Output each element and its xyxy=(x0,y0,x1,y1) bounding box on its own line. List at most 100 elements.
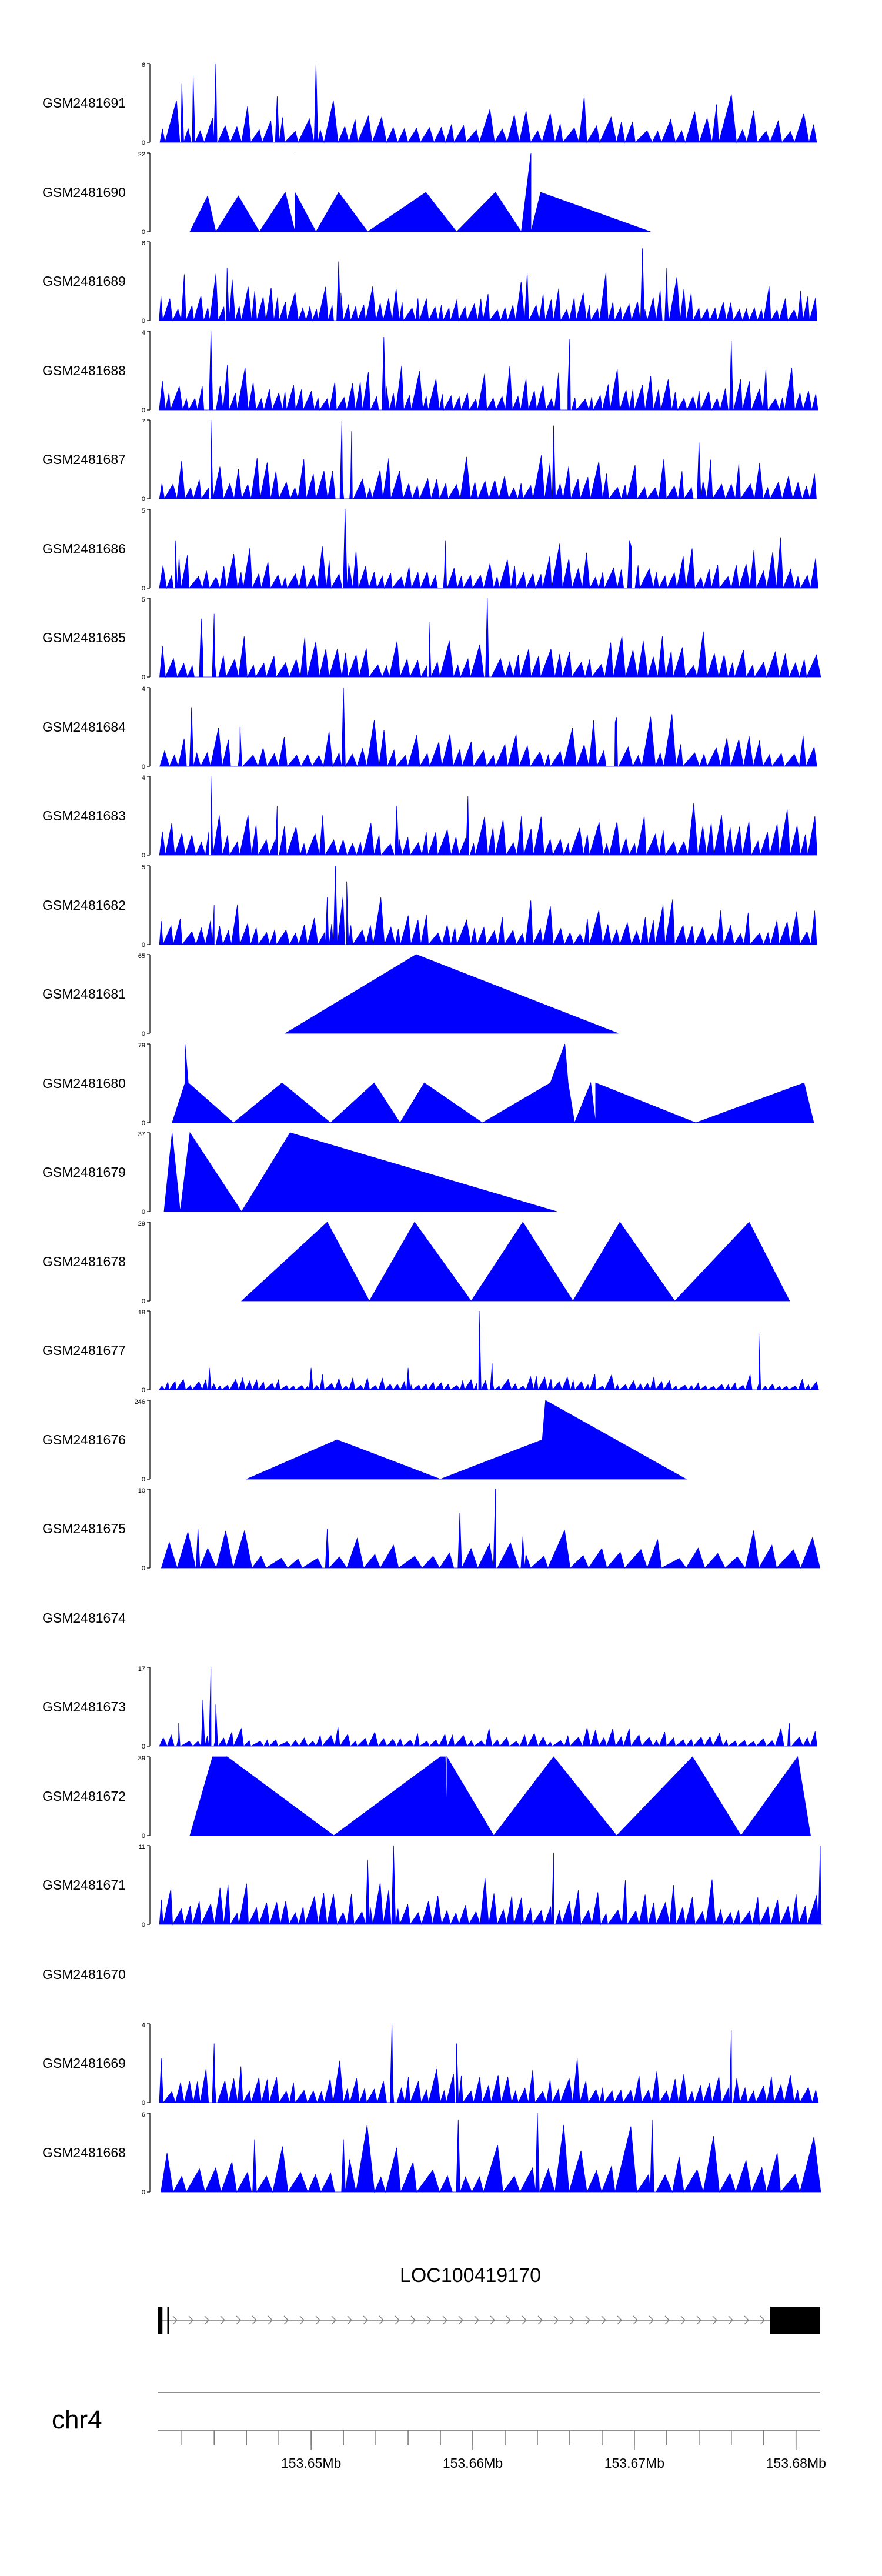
y-axis-max-label: 7 xyxy=(142,418,145,425)
strand-arrow xyxy=(236,2315,241,2325)
strand-arrow xyxy=(649,2315,654,2325)
coverage-area xyxy=(159,509,818,589)
track-label: GSM2481670 xyxy=(42,1966,126,1982)
strand-arrow xyxy=(490,2315,495,2325)
track-GSM2481674: GSM2481674 xyxy=(0,1579,882,1667)
y-axis-max-label: 4 xyxy=(142,775,145,782)
y-axis-min-label: 0 xyxy=(142,1565,145,1572)
track-label: GSM2481691 xyxy=(42,95,126,111)
strand-arrow xyxy=(283,2315,289,2325)
track-label: GSM2481685 xyxy=(42,630,126,645)
y-axis-max-label: 79 xyxy=(138,1042,145,1049)
track-GSM2481670: GSM2481670 xyxy=(0,1935,882,2023)
track-label: GSM2481668 xyxy=(42,2144,126,2160)
exon-block xyxy=(770,2307,820,2334)
track-GSM2481668: GSM2481668 6 0 xyxy=(0,2111,882,2201)
coverage-plot: 40 xyxy=(142,329,818,414)
y-axis-min-label: 0 xyxy=(142,1921,145,1928)
y-axis-max-label: 17 xyxy=(138,1666,145,1673)
y-axis-min-label: 0 xyxy=(142,1030,145,1037)
track-label: GSM2481671 xyxy=(42,1877,126,1893)
track-GSM2481691: GSM2481691 6 0 xyxy=(0,62,882,152)
track-label: GSM2481677 xyxy=(42,1343,126,1358)
track-label: GSM2481687 xyxy=(42,452,126,467)
track-GSM2481672: GSM2481672 39 0 xyxy=(0,1755,882,1845)
coverage-area xyxy=(159,248,818,322)
coverage-area xyxy=(159,865,817,946)
track-GSM2481669: GSM2481669 4 0 xyxy=(0,2022,882,2112)
coverage-plot: 79 0 xyxy=(138,1042,814,1127)
track-GSM2481689: GSM2481689 6 0 xyxy=(0,240,882,330)
y-axis-max-label: 39 xyxy=(138,1755,145,1762)
track-label: GSM2481682 xyxy=(42,897,126,913)
gene-name-label: LOC100419170 xyxy=(399,2264,542,2287)
strand-arrow xyxy=(442,2315,447,2325)
track-GSM2481675: GSM2481675 10 0 xyxy=(0,1487,882,1577)
coverage-plot: 70 xyxy=(142,418,817,503)
coverage-area xyxy=(159,1667,818,1747)
coverage-plot: 29 0 xyxy=(138,1220,790,1305)
strand-arrow xyxy=(696,2315,701,2325)
coverage-plot: 65 0 xyxy=(138,953,619,1037)
track-label: GSM2481684 xyxy=(42,719,126,735)
coverage-area xyxy=(159,598,821,678)
gene-model xyxy=(158,2307,820,2334)
coverage-plot: 10 0 xyxy=(138,1487,821,1572)
strand-arrow xyxy=(728,2315,733,2325)
coverage-area xyxy=(189,152,651,232)
coverage-plot: 22 0 xyxy=(138,151,651,236)
y-axis-min-label: 0 xyxy=(142,2100,145,2107)
track-label: GSM2481674 xyxy=(42,1610,126,1626)
track-GSM2481677: GSM2481677 18 0 xyxy=(0,1309,882,1399)
strand-arrow xyxy=(553,2315,559,2325)
strand-arrow xyxy=(585,2315,590,2325)
coverage-plot: 37 0 xyxy=(138,1131,557,1216)
strand-arrow xyxy=(458,2315,463,2325)
coverage-area xyxy=(159,2023,819,2104)
coverage-plot: 60 xyxy=(142,2111,821,2196)
strand-arrow xyxy=(379,2315,384,2325)
track-GSM2481685: GSM2481685 5 0 xyxy=(0,596,882,686)
strand-arrow xyxy=(760,2315,765,2325)
y-axis-max-label: 4 xyxy=(142,2022,145,2029)
strand-arrow xyxy=(633,2315,638,2325)
y-axis-max-label: 6 xyxy=(142,2111,145,2118)
track-GSM2481676: GSM2481676 246 0 xyxy=(0,1399,882,1489)
track-GSM2481673: GSM2481673 17 0 xyxy=(0,1666,882,1756)
strand-arrow xyxy=(347,2315,352,2325)
y-axis-max-label: 4 xyxy=(142,329,145,336)
track-GSM2481686: GSM2481686 5 0 xyxy=(0,508,882,598)
y-axis-min-label: 0 xyxy=(142,1743,145,1750)
track-label: GSM2481689 xyxy=(42,273,126,289)
strand-arrow xyxy=(252,2315,257,2325)
y-axis-max-label: 246 xyxy=(135,1399,145,1406)
y-axis-min-label: 0 xyxy=(142,585,145,592)
track-label: GSM2481675 xyxy=(42,1521,126,1536)
strand-arrow xyxy=(204,2315,209,2325)
coverage-area xyxy=(246,1399,687,1479)
y-axis-min-label: 0 xyxy=(142,1476,145,1483)
y-axis-max-label: 5 xyxy=(142,864,145,871)
track-GSM2481683: GSM2481683 4 0 xyxy=(0,775,882,865)
y-axis-min-label: 0 xyxy=(142,1833,145,1840)
y-axis-max-label: 6 xyxy=(142,62,145,69)
y-axis-max-label: 37 xyxy=(138,1131,145,1138)
coverage-area xyxy=(159,776,818,856)
track-label: GSM2481672 xyxy=(42,1788,126,1804)
track-GSM2481687: GSM2481687 7 0 xyxy=(0,418,882,508)
strand-arrow xyxy=(268,2315,273,2325)
strand-arrow xyxy=(617,2315,622,2325)
y-axis-max-label: 5 xyxy=(142,596,145,603)
coverage-plot: 50 xyxy=(142,508,818,592)
track-GSM2481688: GSM2481688 4 0 xyxy=(0,329,882,419)
strand-arrow xyxy=(506,2315,511,2325)
coverage-area xyxy=(158,1310,819,1391)
coverage-plot: 18 0 xyxy=(138,1309,819,1394)
axis-tick-label: 153.67Mb xyxy=(604,2455,664,2471)
track-label: GSM2481678 xyxy=(42,1253,126,1269)
y-axis-max-label: 22 xyxy=(138,151,145,158)
coverage-plot: 40 xyxy=(142,775,818,859)
y-axis-min-label: 0 xyxy=(142,1387,145,1394)
exon-block xyxy=(167,2307,169,2334)
coverage-plot: 17 0 xyxy=(138,1666,818,1750)
